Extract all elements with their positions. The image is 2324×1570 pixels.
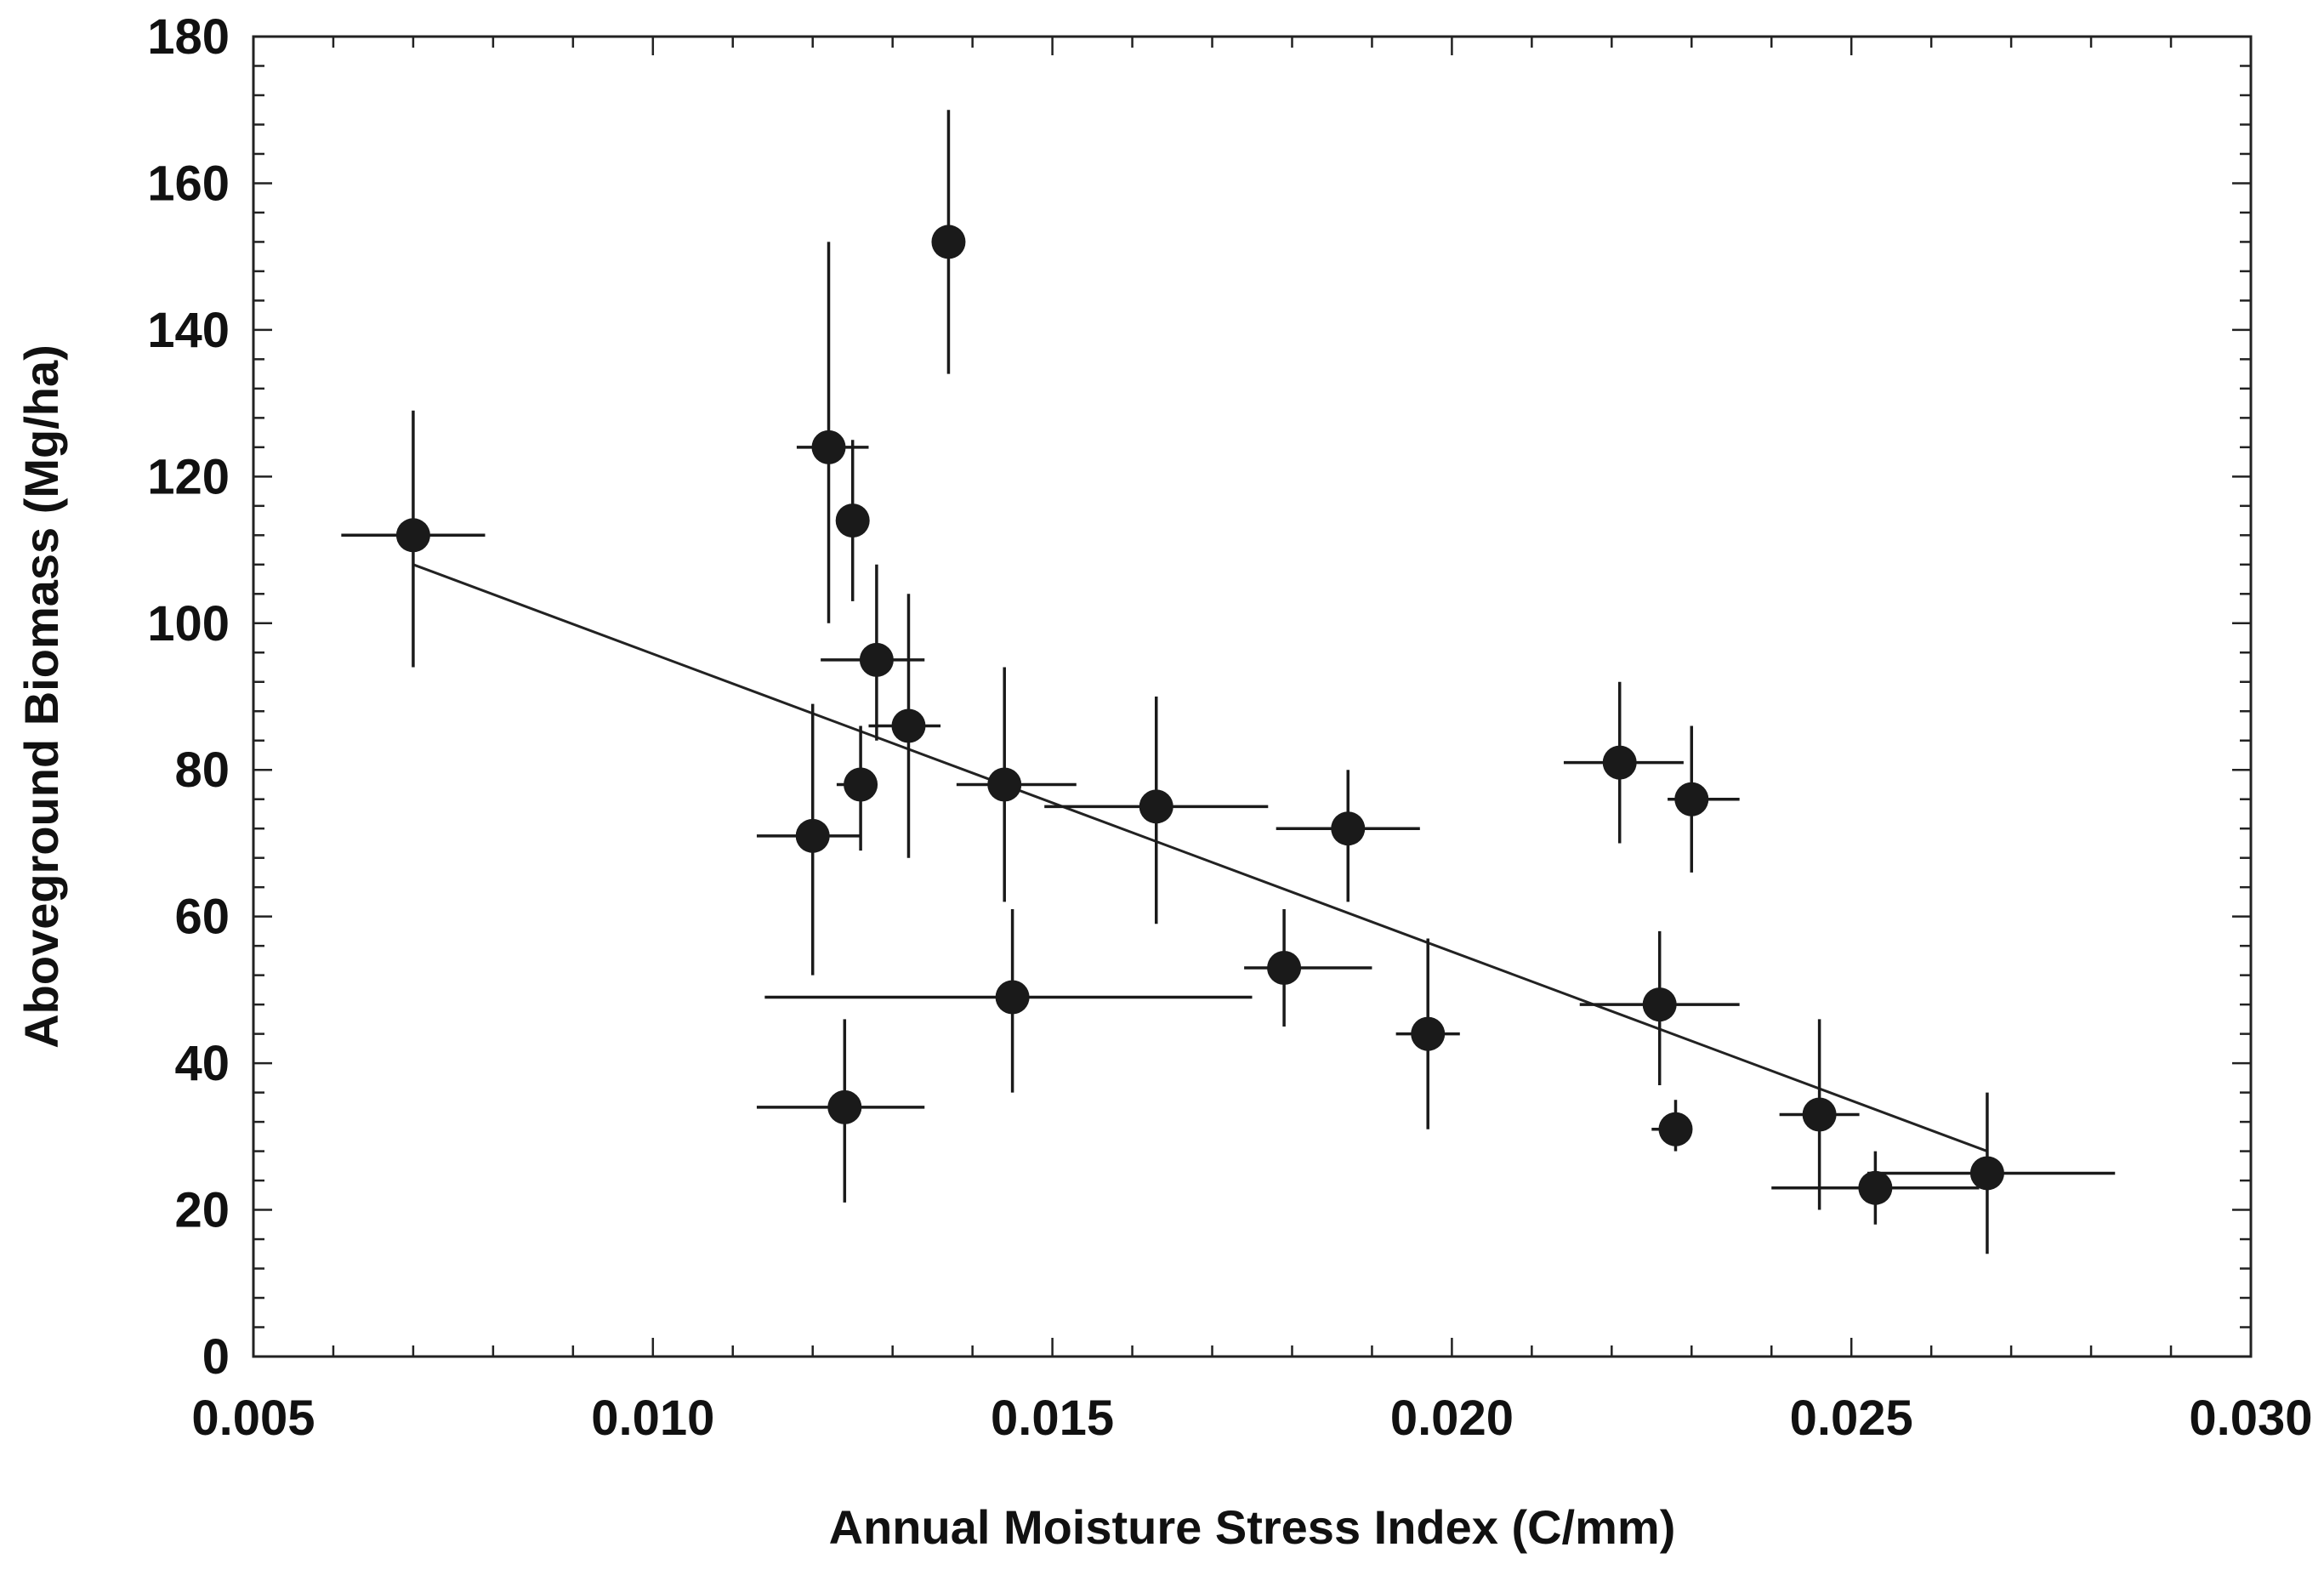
- y-tick-label: 160: [147, 156, 230, 211]
- trendline: [412, 563, 1988, 1152]
- data-point: [1331, 811, 1366, 846]
- x-tick-label: 0.010: [591, 1391, 714, 1446]
- y-tick-label: 20: [174, 1183, 230, 1238]
- y-tick-label: 40: [174, 1036, 230, 1091]
- y-tick-label: 120: [147, 449, 230, 504]
- data-point: [795, 818, 830, 853]
- data-point: [1802, 1097, 1837, 1132]
- data-point: [1969, 1156, 2004, 1191]
- data-point: [1674, 782, 1709, 816]
- x-tick-label: 0.025: [1790, 1391, 1913, 1446]
- y-tick-label: 80: [174, 742, 230, 798]
- data-point: [859, 642, 894, 677]
- data-point: [835, 503, 870, 538]
- y-tick-label: 0: [202, 1329, 230, 1385]
- y-axis-title: Aboveground Biomass (Mg/ha): [14, 344, 68, 1049]
- data-point: [931, 225, 966, 259]
- y-tick-label: 60: [174, 890, 230, 945]
- data-point: [1858, 1170, 1893, 1205]
- tick-labels: 0 20 40 60 80 100 120 140 160 180 0.005 0.010 0.015 0…: [147, 9, 2312, 1446]
- x-axis-title: Annual Moisture Stress Index (C/mm): [829, 1500, 1676, 1554]
- data-point: [844, 767, 878, 802]
- y-tick-label: 180: [147, 9, 230, 65]
- x-tick-label: 0.030: [2189, 1391, 2312, 1446]
- y-tick-label: 140: [147, 303, 230, 358]
- data-point: [1602, 745, 1637, 780]
- data-point: [1267, 951, 1302, 986]
- data-point: [1411, 1016, 1446, 1051]
- x-tick-label: 0.020: [1390, 1391, 1514, 1446]
- data-point: [1658, 1112, 1693, 1146]
- data-point: [891, 708, 926, 743]
- x-tick-label: 0.005: [191, 1391, 315, 1446]
- data-point: [987, 767, 1022, 802]
- data-point: [995, 980, 1030, 1015]
- data-points: [395, 225, 2004, 1205]
- plot-frame: [252, 35, 2253, 1358]
- data-point: [827, 1089, 862, 1124]
- data-point: [811, 429, 846, 464]
- x-tick-label: 0.015: [991, 1391, 1114, 1446]
- data-point: [395, 518, 430, 553]
- data-point: [1139, 789, 1173, 824]
- trendline-layer: [412, 563, 1988, 1152]
- data-point: [1642, 987, 1677, 1022]
- y-tick-label: 100: [147, 596, 230, 651]
